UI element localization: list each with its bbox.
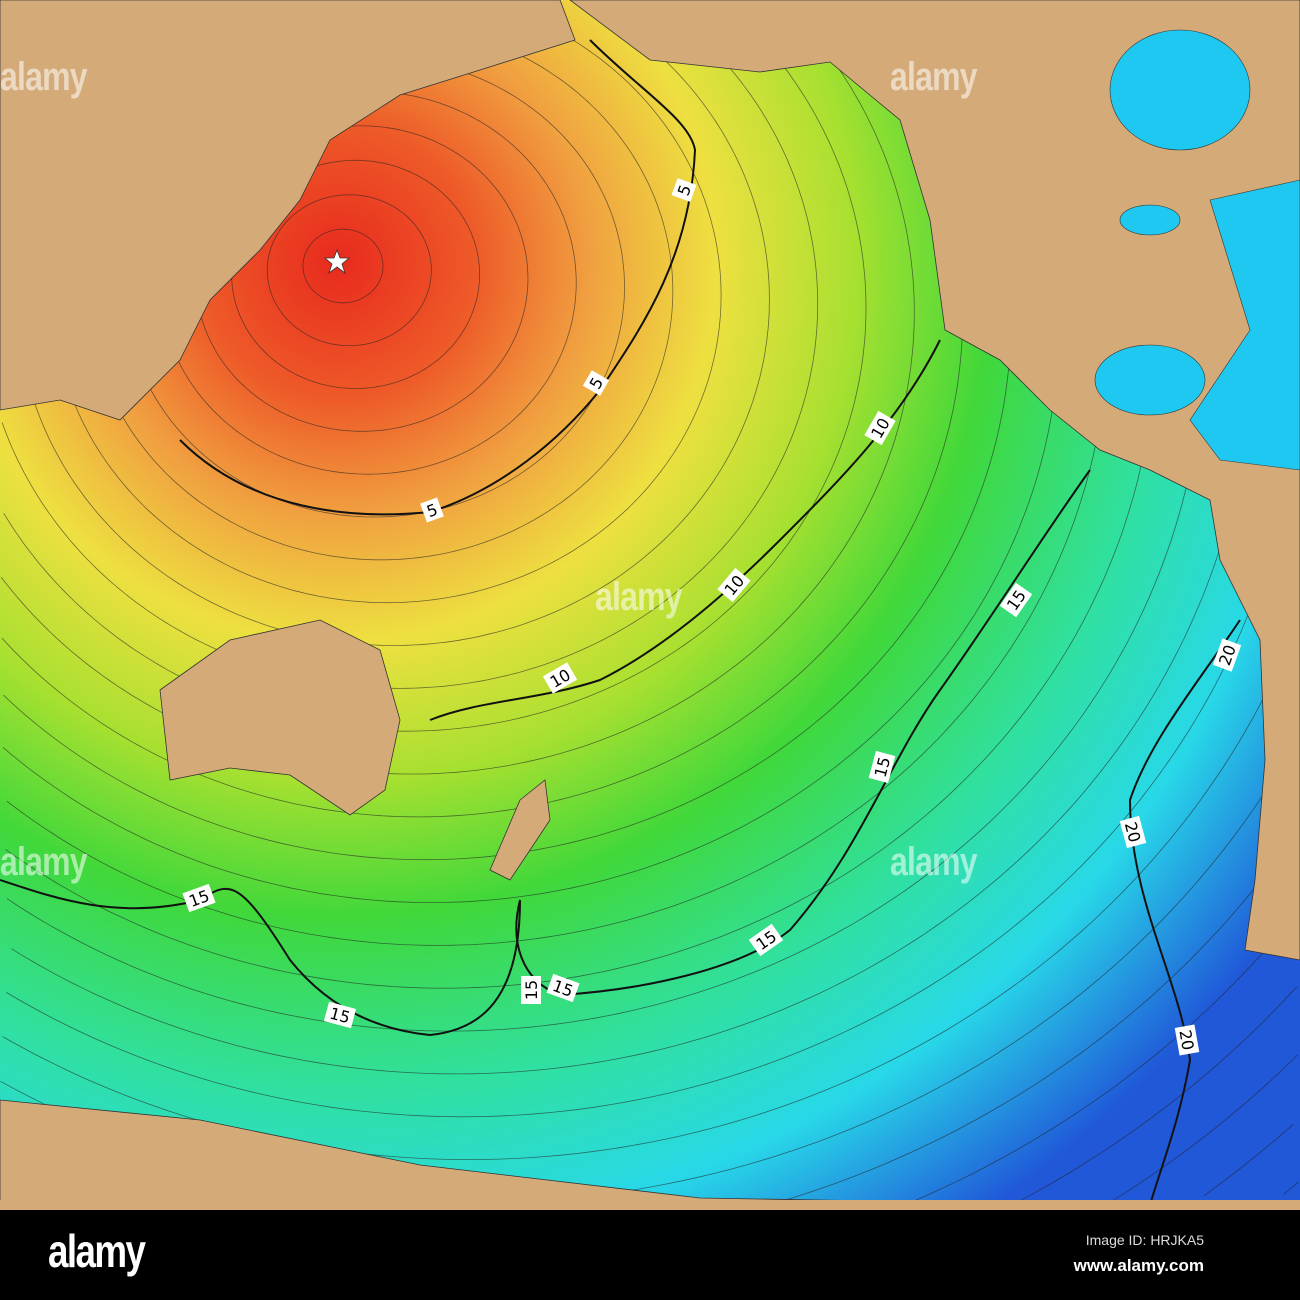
- minor-contour: [302, 228, 384, 304]
- watermark: alamy: [0, 55, 88, 99]
- contour-label-text: 20: [1175, 1028, 1197, 1051]
- inland-water: [1094, 29, 1300, 471]
- contour-label: 20: [1174, 1024, 1200, 1056]
- contour-label-text: 15: [522, 980, 541, 1000]
- australia: [159, 619, 401, 816]
- land: [0, 0, 1300, 1210]
- contour-label: 15: [868, 750, 896, 784]
- contour-label-text: 20: [1121, 820, 1145, 845]
- image-id: Image ID: HRJKA5: [1085, 1232, 1204, 1248]
- contour-label: 5: [582, 370, 610, 396]
- watermark: alamy: [890, 55, 978, 99]
- star-icon: [323, 248, 351, 275]
- alamy-logo: alamy: [48, 1225, 146, 1277]
- contour-label: 5: [420, 497, 444, 523]
- contour-label: 10: [864, 410, 896, 446]
- contour-label: 15: [546, 973, 580, 1003]
- contour-label: 20: [1212, 638, 1242, 672]
- contour-15: [0, 469, 1091, 1037]
- minor-contour: [266, 194, 432, 346]
- contour-label-text: 15: [871, 755, 895, 780]
- contour-label: 5: [671, 178, 697, 202]
- contour-label: 15: [999, 582, 1033, 618]
- footer: alamy Image ID: HRJKA5 www.alamy.com: [0, 1210, 1300, 1300]
- contour-label: 15: [323, 1001, 357, 1029]
- site-url[interactable]: www.alamy.com: [1073, 1256, 1204, 1275]
- contour-label: 20: [1119, 815, 1147, 849]
- watermark: alamy: [890, 840, 978, 884]
- contour-20: [1128, 619, 1241, 1206]
- watermark: alamy: [0, 840, 88, 884]
- minor-contour: [1018, 986, 1298, 1203]
- north-america: [569, 0, 1300, 961]
- contour-label-text: 15: [328, 1004, 353, 1028]
- watermark: alamy: [595, 575, 683, 619]
- new-zealand: [489, 779, 551, 881]
- contour-label: 15: [521, 976, 541, 1004]
- minor-contour: [1283, 1181, 1299, 1195]
- minor-contour: [1203, 1123, 1294, 1197]
- minor-contour: [1109, 1054, 1298, 1203]
- asia: [0, 0, 576, 421]
